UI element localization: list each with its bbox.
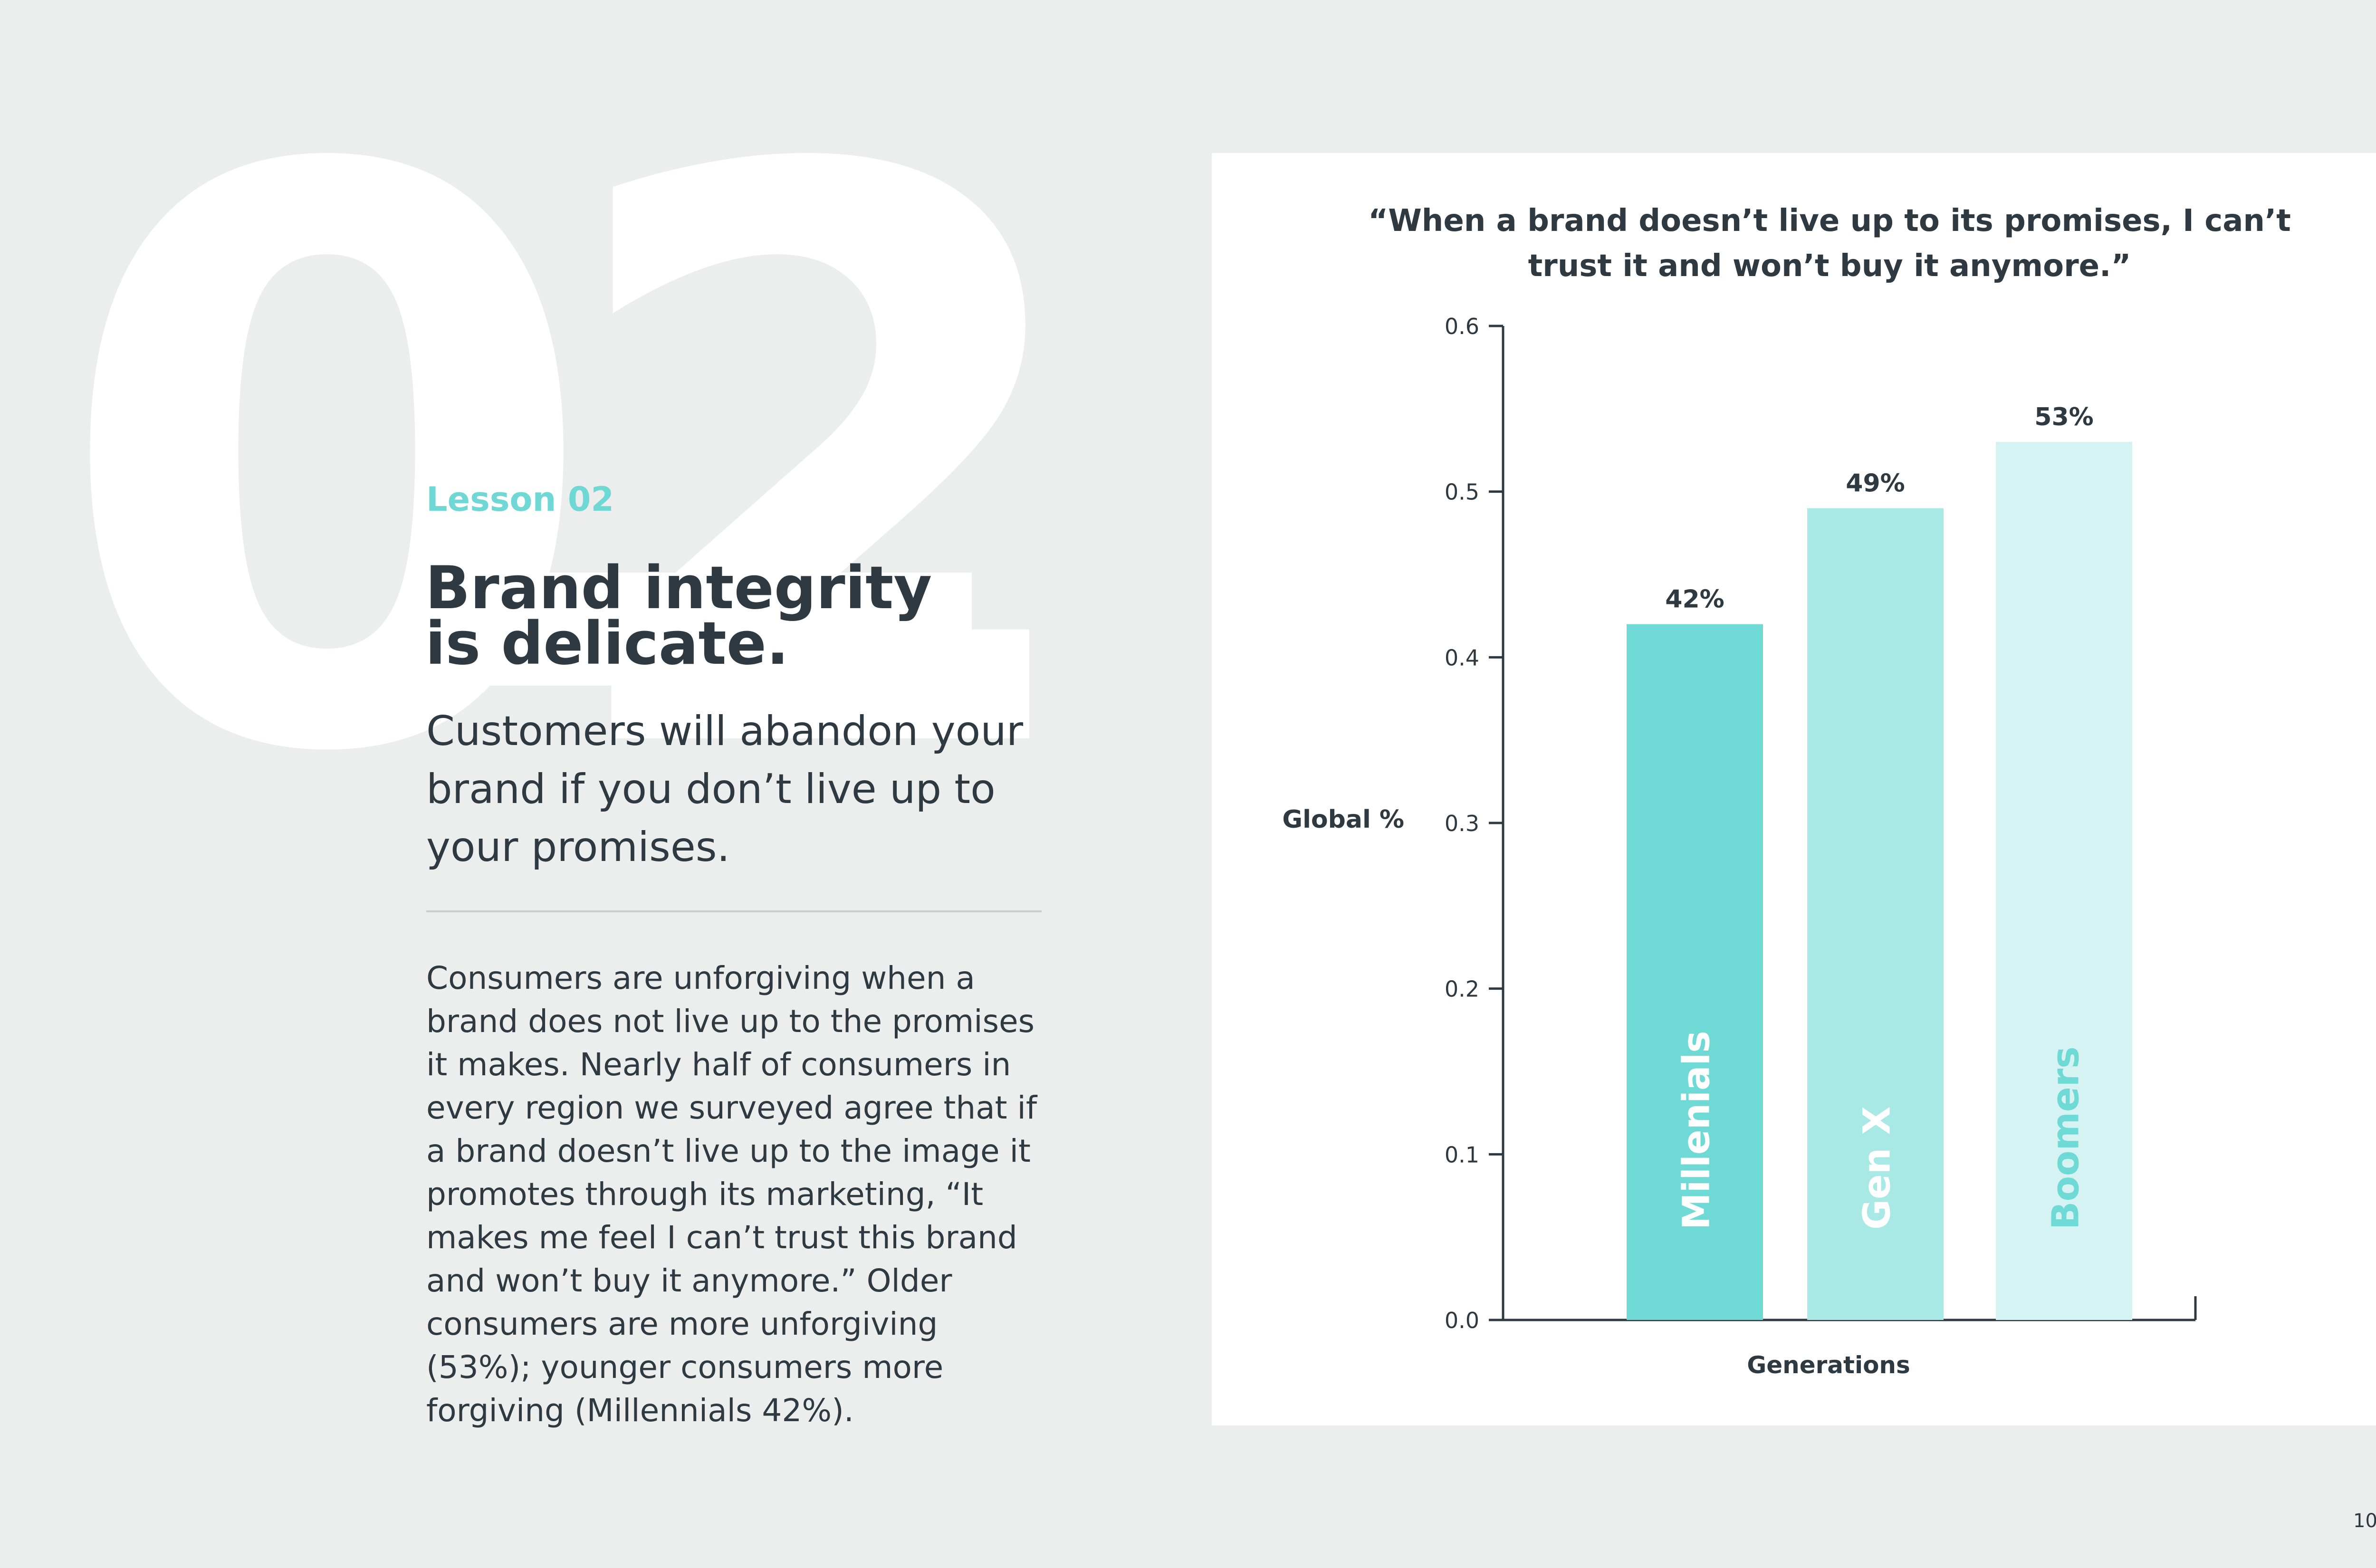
chart-title-line-2: trust it and won’t buy it anymore.”: [1528, 249, 2131, 284]
bar-gen-x: [1807, 508, 1944, 1320]
category-label: Millenials: [1676, 1031, 1718, 1230]
data-label: 49%: [1846, 469, 1905, 498]
data-label: 53%: [2034, 403, 2093, 431]
page-number: 10: [2353, 1510, 2376, 1532]
category-label: Boomers: [2045, 1046, 2088, 1230]
bar-boomers: [1996, 442, 2132, 1320]
y-tick-label: 0.5: [1445, 479, 1479, 505]
page-title-line-2: is delicate.: [425, 610, 789, 678]
y-axis-title: Global %: [1282, 805, 1404, 834]
lesson-label: Lesson 02: [426, 480, 614, 519]
y-tick-label: 0.6: [1445, 314, 1479, 339]
page-title-line-1: Brand integrity: [425, 554, 932, 622]
y-tick-label: 0.0: [1445, 1308, 1479, 1333]
y-tick-label: 0.1: [1445, 1142, 1479, 1167]
divider: [426, 910, 1042, 912]
bar-millenials: [1627, 624, 1763, 1320]
body-paragraph: Consumers are unforgiving when a brand d…: [426, 960, 1037, 1429]
data-label: 42%: [1665, 585, 1724, 614]
chart-card: [1212, 153, 2376, 1425]
page-title: Brand integrity is delicate.: [425, 554, 1043, 678]
headline-backdrop: [425, 573, 972, 686]
category-label: Gen X: [1856, 1106, 1899, 1230]
lesson-number-watermark: 02: [52, 7, 1098, 925]
page-subtitle: Customers will abandon your brand if you…: [426, 708, 1024, 871]
chart-title-line-1: “When a brand doesn’t live up to its pro…: [1368, 203, 2291, 239]
x-axis-title: Generations: [1747, 1351, 1910, 1379]
chart-title: “When a brand doesn’t live up to its pro…: [1354, 199, 2305, 289]
y-tick-label: 0.3: [1445, 811, 1479, 836]
y-tick-label: 0.2: [1445, 976, 1479, 1002]
y-tick-label: 0.4: [1445, 645, 1479, 670]
